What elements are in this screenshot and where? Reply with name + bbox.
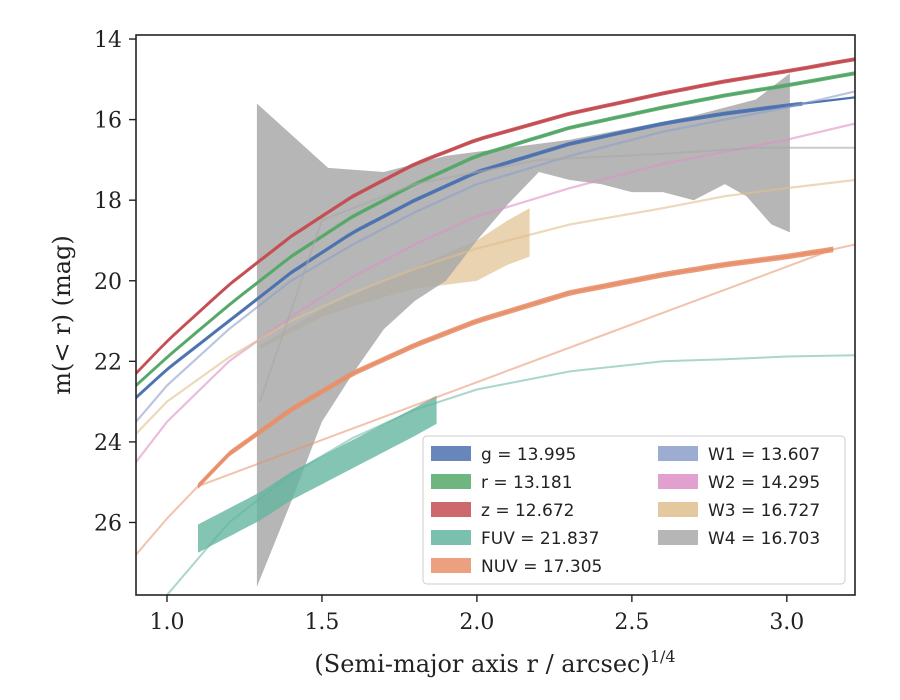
y-axis: 14 16 18 20 22 24 26 [94, 28, 136, 536]
legend-label-fuv: FUV = 21.837 [481, 529, 599, 549]
y-tick-label-0: 14 [94, 28, 122, 53]
legend-swatch-nuv [431, 558, 471, 573]
line-w4 [259, 146, 855, 402]
legend-swatch-fuv [431, 530, 471, 545]
line-w3 [136, 178, 855, 435]
line-w1 [136, 90, 855, 423]
legend-swatch-w4 [658, 530, 698, 545]
legend-box [422, 435, 846, 585]
legend-label-z: z = 12.672 [481, 501, 574, 521]
x-tick-label-3: 2.5 [614, 610, 649, 635]
line-z [136, 58, 855, 375]
band-w4 [256, 73, 790, 587]
x-tick-label-4: 3.0 [769, 610, 804, 635]
y-axis-label: m(< r) (mag) [48, 235, 76, 394]
y-tick-label-2: 18 [94, 189, 122, 214]
plot-frame [135, 34, 856, 596]
data-lines [136, 58, 855, 595]
legend-swatch-r [431, 474, 471, 489]
legend-swatch-w3 [658, 502, 698, 517]
y-tick-label-6: 26 [94, 511, 122, 536]
band-fuv [198, 395, 437, 553]
line-fuv-model [165, 354, 855, 595]
x-axis-label: (Semi-major axis r / arcsec)1/4 [314, 647, 675, 678]
y-tick-label-1: 16 [94, 109, 122, 134]
x-axis: 1.0 1.5 2.0 2.5 3.0 [149, 595, 804, 635]
legend-label-g: g = 13.995 [481, 445, 576, 465]
line-g [136, 96, 855, 399]
legend-label-w1: W1 = 13.607 [708, 445, 820, 465]
line-r [136, 72, 855, 387]
x-axis-label-sup: 1/4 [650, 647, 676, 666]
legend-swatch-w2 [658, 474, 698, 489]
data-bands [136, 57, 855, 587]
legend-label-w4: W4 = 16.703 [708, 529, 820, 549]
y-tick-label-4: 22 [94, 350, 122, 375]
legend-swatch-g [431, 446, 471, 461]
x-tick-label-2: 2.0 [459, 610, 494, 635]
y-tick-label-5: 24 [94, 431, 122, 456]
legend: g = 13.995 r = 13.181 z = 12.672 FUV = 21.8… [422, 435, 846, 585]
legend-label-nuv: NUV = 17.305 [481, 557, 602, 577]
legend-label-w2: W2 = 14.295 [708, 473, 820, 493]
y-tick-label-3: 20 [94, 270, 122, 295]
legend-label-w3: W3 = 16.727 [708, 501, 820, 521]
legend-swatch-w1 [658, 446, 698, 461]
legend-swatch-z [431, 502, 471, 517]
x-tick-label-0: 1.0 [149, 610, 184, 635]
legend-label-r: r = 13.181 [481, 473, 573, 493]
line-nuv [197, 248, 834, 487]
x-tick-label-1: 1.5 [304, 610, 339, 635]
